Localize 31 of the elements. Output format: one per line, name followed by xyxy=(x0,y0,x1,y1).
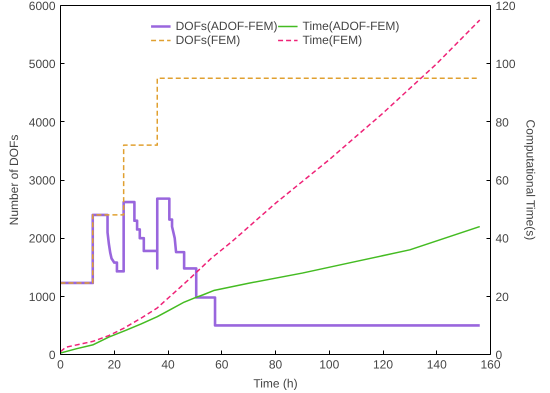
y-tick-label: 4000 xyxy=(28,115,56,130)
y-tick-label: 5000 xyxy=(28,57,56,72)
y-axis-title: Number of DOFs xyxy=(6,134,21,226)
y2-tick-label: 80 xyxy=(496,115,510,130)
x-tick-label: 40 xyxy=(161,358,175,372)
y-tick-label: 1000 xyxy=(28,290,56,304)
y2-tick-label: 60 xyxy=(496,174,510,188)
legend-label: Time(FEM) xyxy=(302,33,362,47)
y-tick-label: 6000 xyxy=(28,0,56,13)
y2-axis-title: Computational Time(s) xyxy=(524,120,538,240)
x-tick-label: 160 xyxy=(480,358,501,372)
y2-tick-label: 120 xyxy=(496,0,516,13)
x-axis-title: Time (h) xyxy=(253,376,298,390)
y2-tick-label: 40 xyxy=(496,232,510,246)
legend-label: DOFs(ADOF-FEM) xyxy=(176,19,278,33)
x-tick-label: 60 xyxy=(215,358,229,372)
line-series xyxy=(60,19,480,352)
y-tick-label: 2000 xyxy=(28,232,56,246)
y-tick-label: 0 xyxy=(48,348,56,362)
y-tick-label: 3000 xyxy=(28,174,56,188)
legend-label: Time(ADOF-FEM) xyxy=(302,19,400,33)
x-tick-label: 100 xyxy=(319,358,340,372)
x-tick-label: 20 xyxy=(108,358,122,372)
x-tick-label: 80 xyxy=(268,358,282,372)
x-tick-label: 140 xyxy=(426,358,448,372)
legend-label: DOFs(FEM) xyxy=(176,33,240,47)
x-tick-label: 0 xyxy=(57,358,64,372)
y2-tick-label: 100 xyxy=(496,57,516,72)
x-tick-label: 120 xyxy=(372,358,394,372)
y2-tick-label: 20 xyxy=(496,290,510,304)
line-series xyxy=(60,226,480,354)
